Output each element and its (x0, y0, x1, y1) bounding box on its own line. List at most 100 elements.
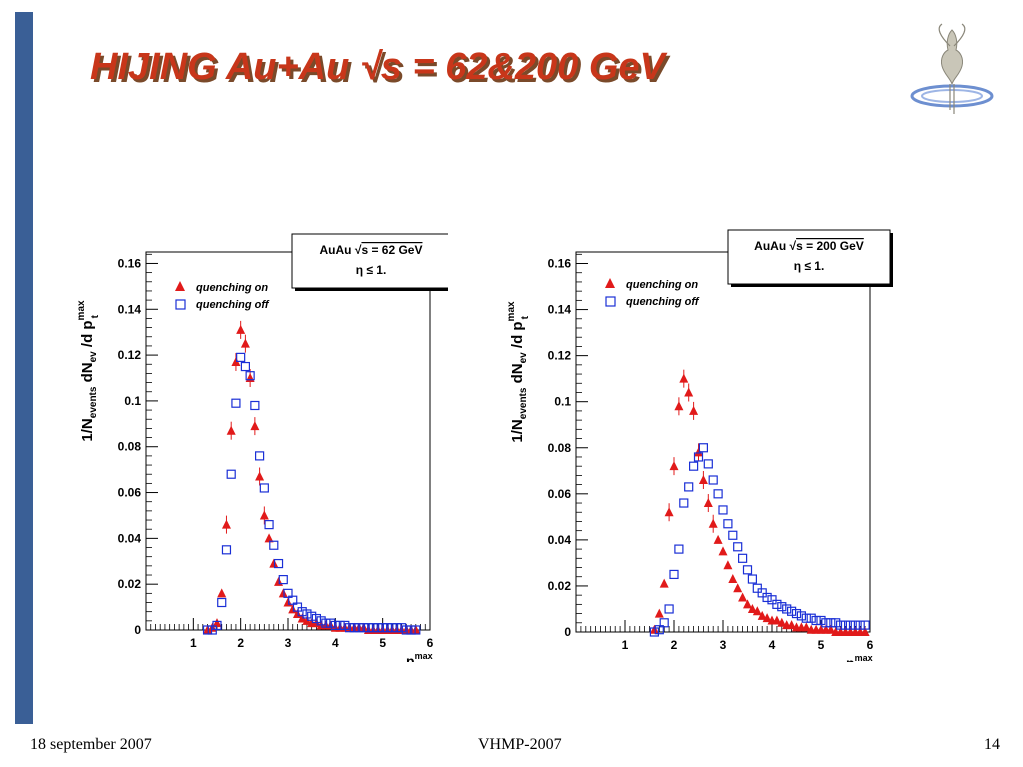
legend-marker-square (175, 299, 186, 310)
data-point-square (698, 443, 708, 453)
x-tick-label: 2 (237, 636, 244, 650)
data-point-square (245, 371, 255, 381)
series-quenching-off (649, 443, 870, 637)
data-point-triangle (718, 546, 728, 556)
data-point-triangle (860, 627, 870, 636)
data-point-triangle (269, 558, 279, 568)
data-point-square (212, 620, 222, 631)
data-point-square (787, 606, 797, 616)
info-box-frame (291, 233, 448, 289)
y-tick-label: 0 (564, 625, 571, 639)
y-tick-label: 0.12 (118, 348, 142, 362)
data-point-square (378, 623, 388, 633)
data-point-square (762, 592, 772, 603)
y-tick-label: 0.06 (548, 487, 572, 501)
data-point-square (674, 544, 684, 554)
info-box-eta: η ≤ 1. (356, 263, 387, 277)
data-point-square (850, 620, 860, 630)
data-point-square (363, 623, 374, 633)
data-point-square (321, 618, 331, 628)
x-tick-label: 1 (190, 636, 197, 650)
data-point-square (349, 623, 359, 633)
series-quenching-on (649, 369, 870, 636)
y-tick-label: 0.04 (548, 533, 572, 547)
data-point-square (359, 623, 369, 633)
data-point-square (713, 489, 723, 499)
chart-legend: quenching on quenching off (175, 281, 270, 311)
chart-200gev: 0 0.02 0.04 0.06 0.08 0.1 0.12 0.14 0.16 1 2 3 4 5 6pm… (498, 222, 898, 662)
x-tick-label: 5 (818, 638, 825, 652)
legend-label: quenching on (196, 282, 268, 294)
data-point-square (255, 451, 265, 461)
footer-event: VHMP-2007 (478, 736, 562, 753)
data-point-triangle (777, 617, 787, 627)
y-tick-label: 0.1 (554, 395, 571, 409)
data-point-square (202, 625, 213, 635)
data-point-triangle (297, 613, 307, 623)
data-point-triangle (752, 606, 762, 616)
slide-title: HIJING Au+Au √s = 62&200 GeV (90, 46, 665, 88)
data-point-triangle (757, 610, 767, 620)
data-point-triangle (203, 625, 213, 634)
chart-legend: quenching on quenching off (605, 278, 700, 308)
data-point-square (723, 519, 733, 529)
data-point-triangle (787, 620, 797, 630)
page-number: 14 (984, 736, 1000, 753)
data-point-triangle (659, 578, 669, 588)
left-accent-bar (15, 12, 33, 724)
legend-label: quenching off (196, 299, 270, 311)
y-tick-label: 0.04 (118, 531, 142, 545)
data-point-square (826, 618, 836, 628)
legend-label: quenching off (626, 296, 700, 308)
data-point-square (831, 618, 841, 628)
data-point-square (302, 609, 312, 619)
data-point-square (259, 483, 269, 493)
data-point-square (335, 620, 345, 631)
data-point-square (801, 613, 811, 623)
data-point-square (718, 505, 728, 515)
data-point-square (250, 400, 260, 411)
y-tick-label: 0.16 (548, 257, 572, 271)
data-point-square (747, 574, 757, 584)
x-tick-label: 2 (671, 638, 678, 652)
data-point-square (728, 530, 738, 540)
data-point-square (397, 623, 407, 633)
energy-info-box: AuAu √s = 62 GeV η ≤ 1. (291, 233, 448, 291)
data-point-square (772, 599, 782, 609)
y-tick-label: 0.16 (118, 256, 142, 270)
data-point-square (269, 540, 279, 550)
data-point-triangle (359, 622, 369, 632)
data-point-square (411, 625, 421, 635)
data-point-triangle (738, 592, 748, 602)
data-point-square (221, 545, 232, 555)
data-point-square (738, 553, 748, 563)
info-box-frame (727, 229, 891, 285)
data-point-square (791, 608, 802, 619)
y-tick-label: 0.14 (118, 302, 142, 316)
data-point-square (217, 597, 227, 608)
plot-frame (145, 251, 431, 631)
data-point-square (654, 625, 664, 635)
data-point-square (278, 575, 288, 585)
data-point-square (816, 615, 826, 626)
data-point-square (288, 595, 298, 605)
data-point-triangle (649, 624, 659, 634)
data-point-square (840, 620, 851, 630)
data-point-square (860, 620, 870, 630)
data-point-square (649, 627, 659, 637)
data-point-square (240, 361, 250, 372)
plot-frame (575, 251, 871, 633)
data-point-square (767, 595, 777, 605)
data-point-triangle (743, 599, 752, 609)
y-tick-label: 0.12 (548, 349, 572, 363)
data-point-square (733, 542, 743, 552)
data-point-square (226, 469, 236, 479)
data-point-triangle (302, 615, 312, 625)
data-point-square (708, 475, 718, 485)
data-point-square (679, 498, 689, 508)
x-tick-label: 4 (332, 636, 339, 650)
data-point-square (354, 623, 364, 633)
legend-label: quenching on (626, 279, 698, 291)
